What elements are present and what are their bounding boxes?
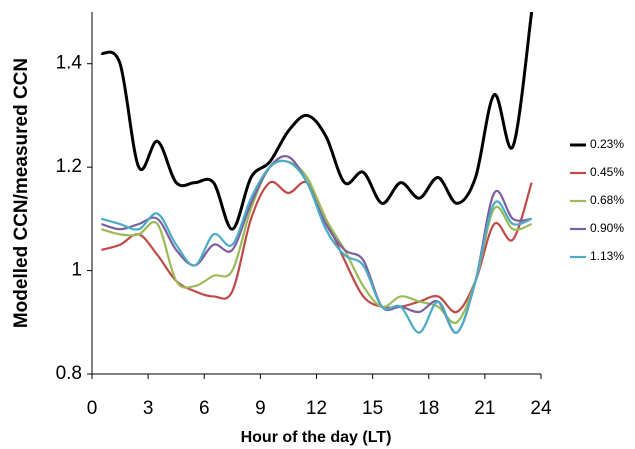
x-tick-label: 12 xyxy=(306,398,327,419)
y-tick-label: 1.2 xyxy=(56,156,82,177)
x-tick-label: 6 xyxy=(199,398,210,419)
x-tick-label: 9 xyxy=(255,398,266,419)
x-axis-title: Hour of the day (LT) xyxy=(241,429,392,446)
x-tick-label: 0 xyxy=(87,398,98,419)
y-axis-title: Modelled CCN/measured CCN xyxy=(11,58,32,328)
legend-label: 0.45% xyxy=(590,165,624,179)
x-tick-label: 3 xyxy=(143,398,154,419)
x-tick-label: 21 xyxy=(474,398,495,419)
legend-label: 1.13% xyxy=(590,249,624,263)
y-tick-label: 1 xyxy=(71,260,82,281)
y-tick-label: 0.8 xyxy=(56,363,82,384)
x-tick-label: 18 xyxy=(418,398,439,419)
x-tick-label: 24 xyxy=(530,398,552,419)
series-line xyxy=(101,159,533,325)
y-tick-label: 1.4 xyxy=(56,53,83,74)
series-line xyxy=(100,12,534,231)
legend-label: 0.23% xyxy=(590,137,624,151)
x-tick-label: 15 xyxy=(362,398,383,419)
legend-label: 0.68% xyxy=(590,193,624,207)
series-line xyxy=(101,159,533,334)
legend-label: 0.90% xyxy=(590,221,624,235)
